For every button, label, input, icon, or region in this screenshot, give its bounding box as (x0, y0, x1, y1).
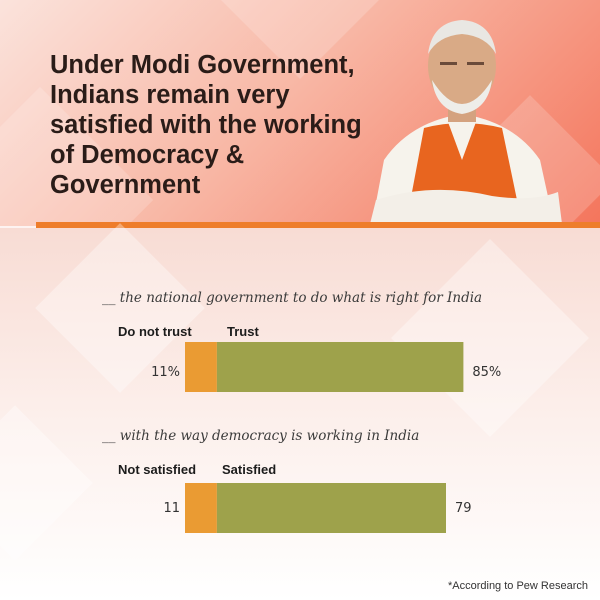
chart-2-negative-bar (185, 483, 217, 533)
chart-2-question: __ with the way democracy is working in … (102, 428, 419, 444)
portrait-photo (370, 20, 562, 224)
chart-2-positive-label: Satisfied (222, 462, 276, 477)
chart-2-positive-value: 79 (455, 501, 472, 516)
page-title: Under Modi Government, Indians remain ve… (50, 51, 362, 199)
chart-1-negative-bar (185, 342, 217, 392)
chart-2-positive-bar (216, 483, 446, 533)
chart-1-positive-value: 85% (472, 365, 501, 380)
chart-2: __ with the way democracy is working in … (102, 428, 472, 533)
chart-1-question: __ the national government to do what is… (102, 290, 482, 306)
source-footnote: *According to Pew Research (447, 580, 588, 592)
chart-1-negative-label: Do not trust (118, 324, 192, 339)
chart-1-negative-value: 11% (151, 365, 180, 380)
content-background (0, 223, 600, 600)
chart-1-positive-label: Trust (227, 324, 259, 339)
accent-divider (36, 222, 600, 228)
chart-1: __ the national government to do what is… (102, 290, 501, 392)
chart-2-negative-label: Not satisfied (118, 462, 196, 477)
chart-1-positive-bar (216, 342, 464, 392)
chart-2-negative-value: 11 (163, 501, 180, 516)
header-banner: Under Modi Government, Indians remain ve… (0, 0, 600, 226)
